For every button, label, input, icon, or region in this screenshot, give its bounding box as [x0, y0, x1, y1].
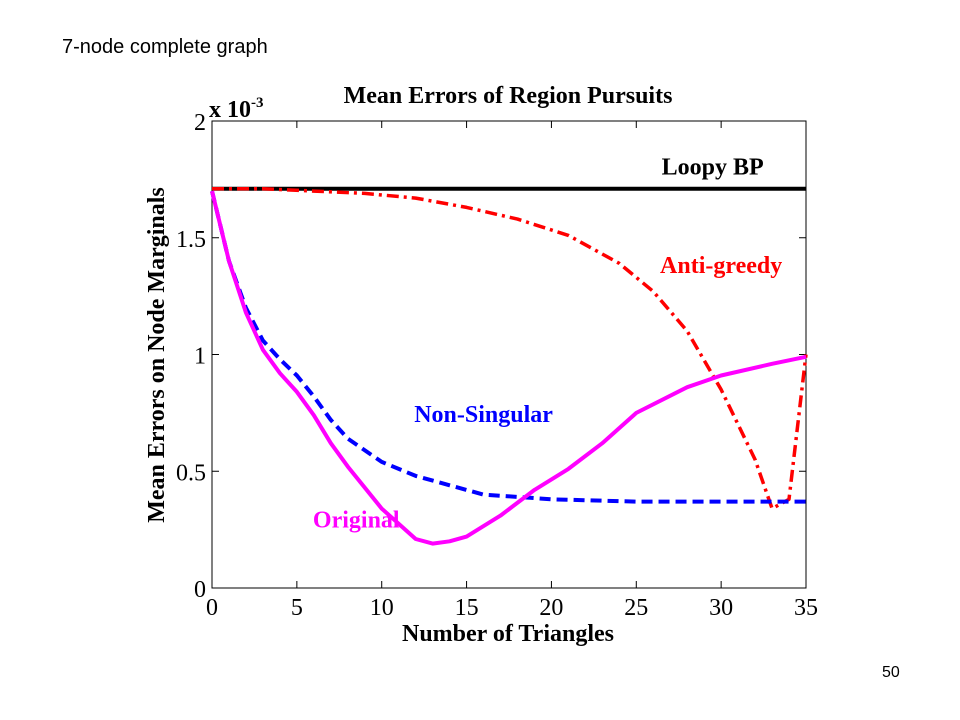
- x-axis-label: Number of Triangles: [402, 621, 614, 647]
- x-tick-label: 0: [206, 595, 218, 621]
- x-tick-label: 10: [370, 595, 394, 621]
- x-tick-label: 30: [709, 595, 733, 621]
- slide-title: 7-node complete graph: [62, 36, 268, 58]
- y-scale-exponent: -3: [251, 95, 264, 111]
- y-scale-multiplier: x 10-3: [209, 95, 264, 123]
- y-tick-label: 1: [194, 344, 206, 370]
- x-tick-label: 25: [624, 595, 648, 621]
- page-number: 50: [882, 664, 900, 681]
- x-tick-label: 20: [539, 595, 563, 621]
- y-scale-label: x 10: [209, 97, 251, 123]
- y-tick-label: 2: [194, 110, 206, 136]
- series-line-original: [210, 190, 807, 546]
- x-tick-label: 15: [455, 595, 479, 621]
- series-annotation: Loopy BP: [662, 155, 764, 181]
- y-tick-label: 0: [194, 577, 206, 603]
- y-tick-label: 0.5: [176, 460, 206, 486]
- plot-area: 0 5 10 15 20 25 30 35 0 0.5 1 1.5 2 Loopy BP Anti-gree…: [176, 110, 818, 621]
- series-annotation: Non-Singular: [414, 402, 553, 428]
- x-tick-label: 35: [794, 595, 818, 621]
- series-annotation: Original: [313, 507, 400, 533]
- plot-frame: [211, 120, 807, 589]
- x-tick-label: 5: [291, 595, 303, 621]
- y-tick-label: 1.5: [176, 227, 206, 253]
- y-axis-label: Mean Errors on Node Marginals: [144, 187, 170, 523]
- series-line-non-singular: [210, 190, 806, 504]
- series-line-anti-greedy: [212, 186, 808, 511]
- chart-title: Mean Errors of Region Pursuits: [344, 83, 673, 109]
- series-annotation: Anti-greedy: [660, 253, 782, 279]
